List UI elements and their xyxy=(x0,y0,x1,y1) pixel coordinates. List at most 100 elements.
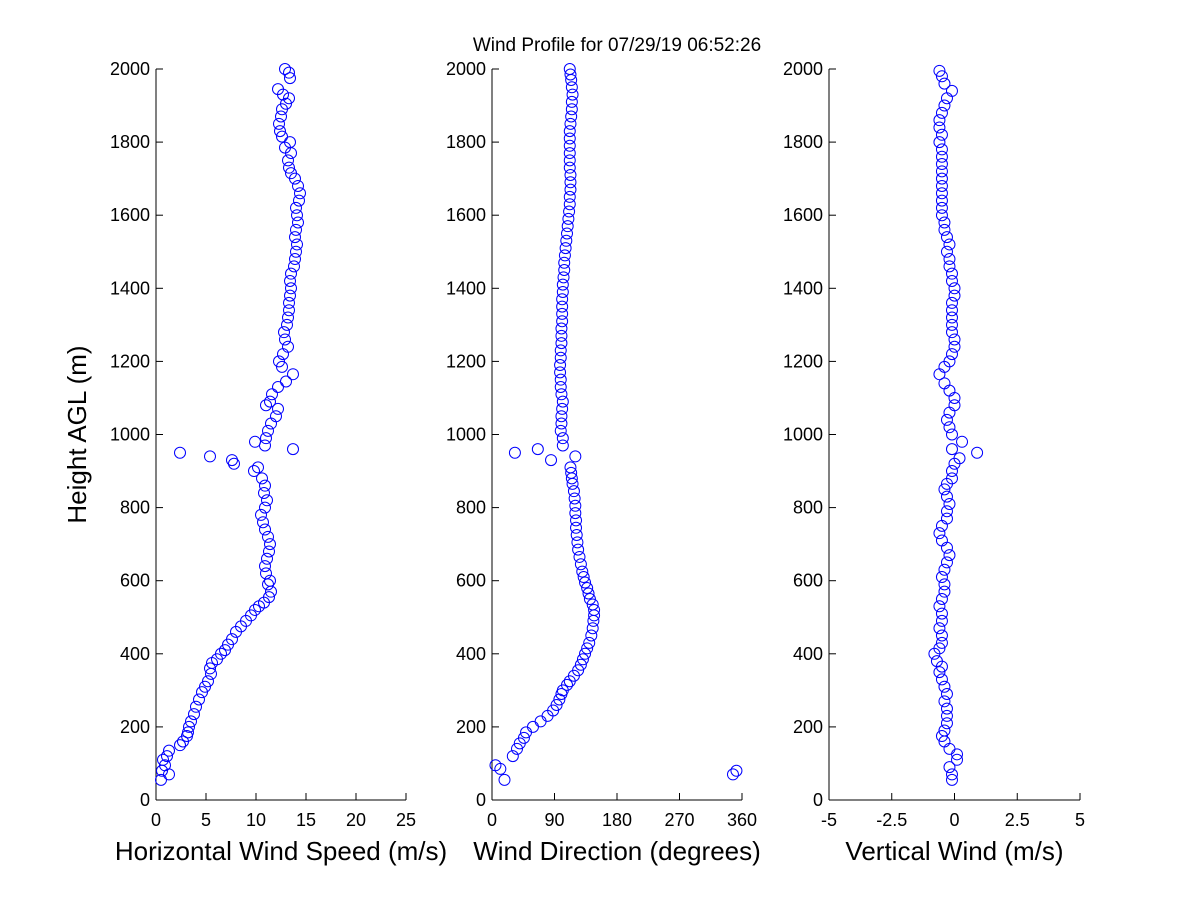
data-point xyxy=(204,662,216,675)
data-point xyxy=(556,402,569,415)
data-point xyxy=(526,720,539,733)
data-point xyxy=(951,753,964,766)
data-point xyxy=(564,117,577,130)
data-point xyxy=(930,655,943,668)
data-point xyxy=(945,773,958,786)
y-tick-label: 2000 xyxy=(110,59,150,79)
data-point xyxy=(940,505,953,518)
data-point xyxy=(274,125,286,138)
data-point xyxy=(569,450,582,463)
data-point xyxy=(938,563,951,576)
data-point xyxy=(174,739,186,752)
x-tick-label: 10 xyxy=(246,810,266,830)
data-point xyxy=(935,209,948,222)
data-point xyxy=(938,223,951,236)
y-tick-label: 600 xyxy=(120,571,150,591)
data-point xyxy=(282,340,294,353)
data-point xyxy=(572,664,585,677)
data-point xyxy=(583,636,596,649)
data-point xyxy=(554,366,567,379)
data-point xyxy=(945,274,958,287)
data-point xyxy=(556,278,569,291)
data-point xyxy=(555,417,568,430)
data-point xyxy=(935,607,948,620)
panel-speed: 0 200 400 600 800 1000 1200 1400 1600 1800 2000 0 5 1… xyxy=(62,59,447,866)
data-point xyxy=(545,454,558,467)
data-point xyxy=(291,238,303,251)
data-point xyxy=(563,205,576,218)
y-tick-label: 1800 xyxy=(783,132,823,152)
data-point xyxy=(940,231,953,244)
data-point xyxy=(256,472,268,485)
y-tick-label: 400 xyxy=(456,644,486,664)
data-point xyxy=(284,274,296,287)
data-point xyxy=(263,591,275,604)
data-point xyxy=(565,110,578,123)
data-point xyxy=(935,165,948,178)
data-point xyxy=(204,450,216,463)
data-point xyxy=(556,293,569,306)
data-point xyxy=(933,114,946,127)
data-point xyxy=(933,600,946,613)
y-tick-label: 1200 xyxy=(446,351,486,371)
data-point xyxy=(276,130,288,143)
data-point xyxy=(581,582,594,595)
data-point xyxy=(577,571,590,584)
data-point xyxy=(183,720,195,733)
data-point xyxy=(945,768,958,781)
data-point xyxy=(943,260,956,273)
data-point xyxy=(563,154,576,167)
data-point xyxy=(938,483,951,496)
data-point xyxy=(284,72,296,85)
data-point xyxy=(945,304,958,317)
data-point xyxy=(280,97,292,110)
y-tick-label: 800 xyxy=(793,498,823,518)
data-point xyxy=(585,629,598,642)
x-tick-label: 360 xyxy=(727,810,757,830)
data-point xyxy=(555,337,568,350)
data-point xyxy=(287,368,299,381)
y-tick-label: 1400 xyxy=(446,278,486,298)
data-point xyxy=(283,92,295,105)
data-point xyxy=(938,680,951,693)
y-tick-label: 800 xyxy=(120,498,150,518)
data-point xyxy=(275,110,287,123)
data-point xyxy=(264,538,276,551)
panel-direction: 0 200 400 600 800 1000 1200 1400 1600 1800 2000 0 90… xyxy=(446,59,761,866)
data-point xyxy=(182,726,194,739)
data-point xyxy=(567,485,580,498)
x-axis-label: Wind Direction (degrees) xyxy=(473,836,761,866)
y-tick-label: 2000 xyxy=(783,59,823,79)
data-point xyxy=(563,125,576,138)
data-point xyxy=(531,443,544,456)
x-tick-label: 180 xyxy=(602,810,632,830)
data-point xyxy=(155,773,167,786)
data-point xyxy=(943,384,956,397)
data-point xyxy=(943,761,956,774)
data-point xyxy=(558,256,571,269)
data-point xyxy=(282,154,294,167)
data-point xyxy=(273,355,285,368)
x-tick-label: 20 xyxy=(346,810,366,830)
data-point xyxy=(945,326,958,339)
y-tick-label: 2000 xyxy=(446,59,486,79)
data-point xyxy=(933,64,946,77)
data-point xyxy=(288,260,300,273)
data-point xyxy=(943,406,956,419)
data-point xyxy=(938,77,951,90)
data-point xyxy=(263,545,275,558)
data-point xyxy=(279,333,291,346)
data-point xyxy=(290,223,302,236)
data-point xyxy=(193,693,205,706)
data-point xyxy=(554,424,567,437)
data-point xyxy=(262,424,274,437)
data-point xyxy=(945,472,958,485)
data-point xyxy=(573,550,586,563)
data-point xyxy=(563,147,576,160)
data-point xyxy=(940,709,953,722)
data-point xyxy=(558,249,571,262)
data-point xyxy=(202,675,214,688)
data-point xyxy=(943,421,956,434)
data-point xyxy=(255,508,267,521)
data-point xyxy=(284,136,296,149)
